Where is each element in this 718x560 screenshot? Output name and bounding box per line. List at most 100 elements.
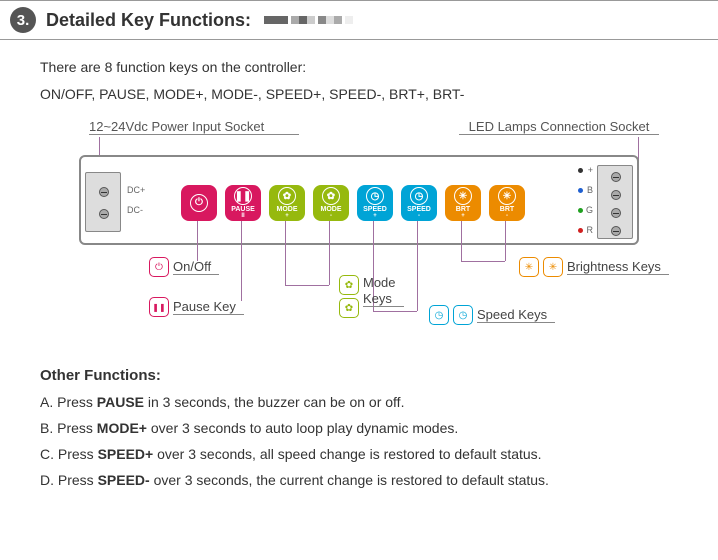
key-brtm[interactable]: ✳BRT-: [489, 185, 525, 221]
other-prefix: B. Press: [40, 420, 97, 436]
key-label: MODE: [277, 206, 298, 213]
section-title: Detailed Key Functions:: [46, 10, 251, 31]
onoff-icon: ⏻: [190, 194, 208, 212]
label-out-plus: +: [588, 165, 593, 175]
legend-pause-text: Pause Key: [173, 299, 244, 315]
label-dc-minus: DC-: [127, 205, 143, 215]
dot-g: [578, 208, 583, 213]
other-item: A. Press PAUSE in 3 seconds, the buzzer …: [40, 390, 678, 416]
deco-pixel: [334, 16, 342, 24]
legend-pause: ❚❚ Pause Key: [149, 297, 244, 317]
key-sub: II: [241, 213, 244, 219]
other-functions-title: Other Functions:: [40, 367, 678, 384]
modep-icon: ✿: [278, 187, 296, 205]
label-led-output: LED Lamps Connection Socket: [459, 119, 659, 135]
other-prefix: A. Press: [40, 394, 97, 410]
dot-r: [578, 228, 583, 233]
mode-plus-icon: ✿: [339, 275, 359, 295]
power-icon: ⏻: [149, 257, 169, 277]
key-brtp[interactable]: ✳BRT+: [445, 185, 481, 221]
speed-minus-icon: ◷: [453, 305, 473, 325]
label-out-g: G: [586, 205, 593, 215]
key-label: PAUSE: [231, 206, 255, 213]
section-number-badge: 3.: [10, 7, 36, 33]
deco-pixel: [291, 16, 299, 24]
key-sub: +: [373, 213, 377, 219]
lead-line: [329, 221, 330, 285]
legend-mode: ✿ ✿ ModeKeys: [339, 275, 404, 318]
lead-line: [461, 221, 462, 261]
brt-plus-icon: ✳: [519, 257, 539, 277]
deco-pixel: [264, 16, 272, 24]
intro-line-2: ON/OFF, PAUSE, MODE+, MODE-, SPEED+, SPE…: [40, 81, 678, 108]
other-prefix: C. Press: [40, 446, 98, 462]
lead-line: [285, 285, 329, 286]
brtm-icon: ✳: [498, 187, 516, 205]
modem-icon: ✿: [322, 187, 340, 205]
controller-body: DC+ DC- + B G R ⏻❚❚PAUSEII✿MODE+✿MODE-◷S…: [79, 155, 639, 245]
deco-pixel: [318, 16, 326, 24]
legend-onoff-text: On/Off: [173, 259, 219, 275]
deco-pixel: [326, 16, 334, 24]
key-pause[interactable]: ❚❚PAUSEII: [225, 185, 261, 221]
other-rest: over 3 seconds, the current change is re…: [150, 472, 549, 488]
label-dc-plus: DC+: [127, 185, 145, 195]
other-item: C. Press SPEED+ over 3 seconds, all spee…: [40, 442, 678, 468]
legend-mode-text: ModeKeys: [363, 275, 404, 307]
section-header: 3. Detailed Key Functions:: [0, 0, 718, 40]
other-rest: in 3 seconds, the buzzer can be on or of…: [144, 394, 404, 410]
speed-plus-icon: ◷: [429, 305, 449, 325]
intro-text: There are 8 function keys on the control…: [40, 54, 678, 107]
key-sub: +: [285, 213, 289, 219]
label-power-input: 12~24Vdc Power Input Socket: [89, 119, 299, 135]
deco-pixel: [345, 16, 353, 24]
key-label: BRT: [456, 206, 470, 213]
key-label: MODE: [321, 206, 342, 213]
keypad: ⏻❚❚PAUSEII✿MODE+✿MODE-◷SPEED+◷SPEED-✳BRT…: [181, 185, 525, 221]
lead-line: [417, 221, 418, 311]
other-item: B. Press MODE+ over 3 seconds to auto lo…: [40, 416, 678, 442]
other-bold: SPEED+: [98, 446, 154, 462]
other-prefix: D. Press: [40, 472, 98, 488]
other-item: D. Press SPEED- over 3 seconds, the curr…: [40, 468, 678, 494]
other-bold: SPEED-: [98, 472, 150, 488]
key-sub: -: [506, 213, 508, 219]
deco-pixel: [272, 16, 280, 24]
pause-icon: ❚❚: [149, 297, 169, 317]
other-bold: MODE+: [97, 420, 147, 436]
key-onoff[interactable]: ⏻: [181, 185, 217, 221]
key-sub: -: [418, 213, 420, 219]
terminal-right: [597, 165, 633, 239]
key-modem[interactable]: ✿MODE-: [313, 185, 349, 221]
decoration-pixels: [261, 16, 353, 24]
lead-line: [241, 221, 242, 301]
key-label: SPEED: [407, 206, 431, 213]
label-out-b: B: [587, 185, 593, 195]
label-out-r: R: [587, 225, 594, 235]
lead-line: [461, 261, 505, 262]
legend-brt-text: Brightness Keys: [567, 259, 669, 275]
key-sub: +: [461, 213, 465, 219]
brt-minus-icon: ✳: [543, 257, 563, 277]
key-speedm[interactable]: ◷SPEED-: [401, 185, 437, 221]
legend-speed: ◷ ◷ Speed Keys: [429, 305, 555, 325]
lead-line: [197, 221, 198, 261]
lead-line: [505, 221, 506, 261]
speedp-icon: ◷: [366, 187, 384, 205]
other-bold: PAUSE: [97, 394, 144, 410]
key-modep[interactable]: ✿MODE+: [269, 185, 305, 221]
brtp-icon: ✳: [454, 187, 472, 205]
key-sub: -: [330, 213, 332, 219]
key-label: BRT: [500, 206, 514, 213]
deco-pixel: [280, 16, 288, 24]
other-rest: over 3 seconds to auto loop play dynamic…: [147, 420, 458, 436]
legend-speed-text: Speed Keys: [477, 307, 555, 323]
dot-plus: [578, 168, 583, 173]
dot-b: [578, 188, 583, 193]
key-speedp[interactable]: ◷SPEED+: [357, 185, 393, 221]
other-functions-list: A. Press PAUSE in 3 seconds, the buzzer …: [40, 390, 678, 494]
terminal-left: [85, 172, 121, 232]
intro-line-1: There are 8 function keys on the control…: [40, 54, 678, 81]
deco-pixel: [299, 16, 307, 24]
legend-brt: ✳ ✳ Brightness Keys: [519, 257, 669, 277]
